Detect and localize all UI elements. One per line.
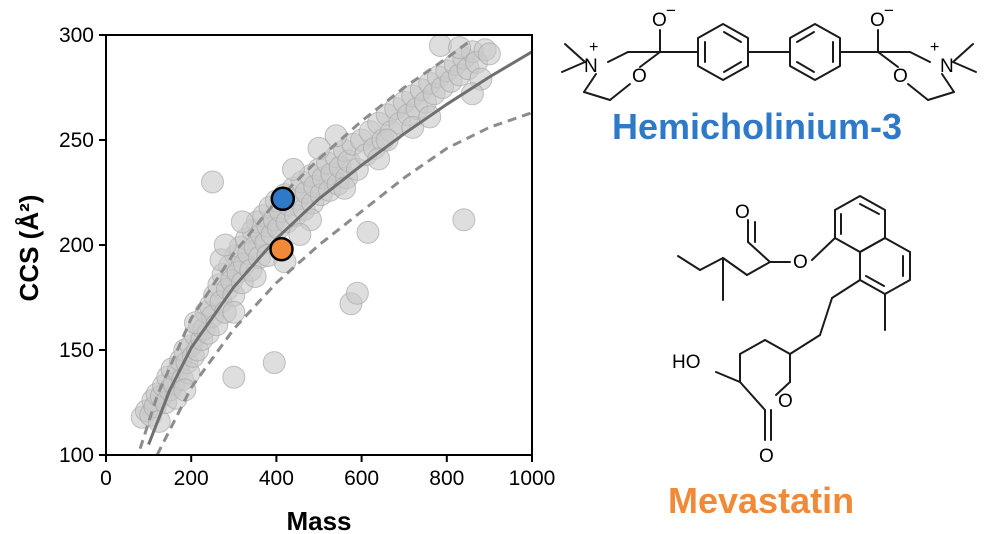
data-point bbox=[288, 223, 312, 246]
highlight-point-mevastatin bbox=[269, 236, 294, 262]
data-point bbox=[262, 351, 286, 375]
y-axis-ticks: 100 150 200 250 300 bbox=[59, 24, 106, 467]
fit-curve bbox=[147, 50, 532, 446]
data-point bbox=[428, 35, 452, 57]
data-point bbox=[183, 311, 207, 335]
fit-curves bbox=[138, 37, 532, 455]
left-nitrogen: N bbox=[584, 56, 598, 77]
data-point bbox=[307, 136, 331, 160]
prediction-bound-upper bbox=[138, 37, 474, 450]
x-axis-ticks: 0 200 400 600 800 1000 bbox=[100, 455, 555, 490]
x-tick-label: 0 bbox=[100, 467, 112, 490]
y-tick-label: 300 bbox=[59, 24, 94, 47]
left-oxide-charge: − bbox=[666, 1, 676, 20]
data-point bbox=[477, 42, 501, 66]
data-point bbox=[201, 170, 224, 194]
y-tick-label: 200 bbox=[59, 234, 94, 257]
mevastatin-label: Mevastatin bbox=[668, 480, 855, 521]
hemicholinium-3-label: Hemicholinium-3 bbox=[612, 106, 903, 147]
phenyl-ring-2 bbox=[789, 23, 841, 81]
ester-carbonyl-oxygen: O bbox=[735, 202, 750, 223]
right-ring-oxygen: O bbox=[893, 66, 908, 87]
lactone-carbonyl-oxygen: O bbox=[759, 446, 774, 467]
data-point bbox=[356, 220, 380, 244]
data-point bbox=[230, 210, 254, 234]
data-point bbox=[222, 365, 246, 389]
data-point bbox=[243, 265, 267, 288]
highlighted-compounds bbox=[269, 186, 296, 262]
right-oxide-charge: − bbox=[884, 1, 894, 20]
hydroxyl-group: HO bbox=[672, 352, 701, 373]
x-tick-label: 200 bbox=[174, 467, 209, 490]
x-tick-label: 800 bbox=[429, 467, 464, 490]
data-point bbox=[222, 300, 246, 324]
x-axis-label: Mass bbox=[286, 506, 351, 534]
left-nitrogen-charge: + bbox=[589, 39, 598, 56]
phenyl-ring-1 bbox=[697, 23, 749, 81]
data-point bbox=[333, 176, 357, 200]
data-point bbox=[213, 233, 237, 257]
data-points bbox=[130, 35, 501, 433]
right-nitrogen-charge: + bbox=[930, 39, 939, 56]
hemicholinium-3-structure: O − O N + O − O N + bbox=[561, 1, 977, 101]
y-tick-label: 100 bbox=[59, 444, 94, 467]
prediction-bound-lower bbox=[155, 111, 532, 455]
scatter-plot: 0 200 400 600 800 1000 100 150 200 250 300 Mass C… bbox=[14, 24, 555, 534]
right-nitrogen: N bbox=[940, 56, 954, 77]
x-tick-label: 1000 bbox=[509, 467, 556, 490]
mevastatin-structure: O O HO O O bbox=[672, 195, 911, 467]
data-point bbox=[345, 281, 369, 305]
y-tick-label: 250 bbox=[59, 129, 94, 152]
x-tick-label: 400 bbox=[259, 467, 294, 490]
ester-oxygen: O bbox=[793, 252, 808, 273]
lactone-ring-oxygen: O bbox=[778, 391, 793, 412]
data-point bbox=[452, 208, 476, 232]
y-axis-label: CCS (Å²) bbox=[14, 195, 44, 302]
left-oxide-atom: O bbox=[652, 10, 667, 31]
right-oxide-atom: O bbox=[870, 10, 885, 31]
data-point bbox=[281, 157, 305, 181]
x-tick-label: 600 bbox=[344, 467, 379, 490]
y-tick-label: 150 bbox=[59, 339, 94, 362]
highlight-point-hemicholinium-3 bbox=[270, 186, 296, 212]
left-ring-oxygen: O bbox=[632, 66, 647, 87]
